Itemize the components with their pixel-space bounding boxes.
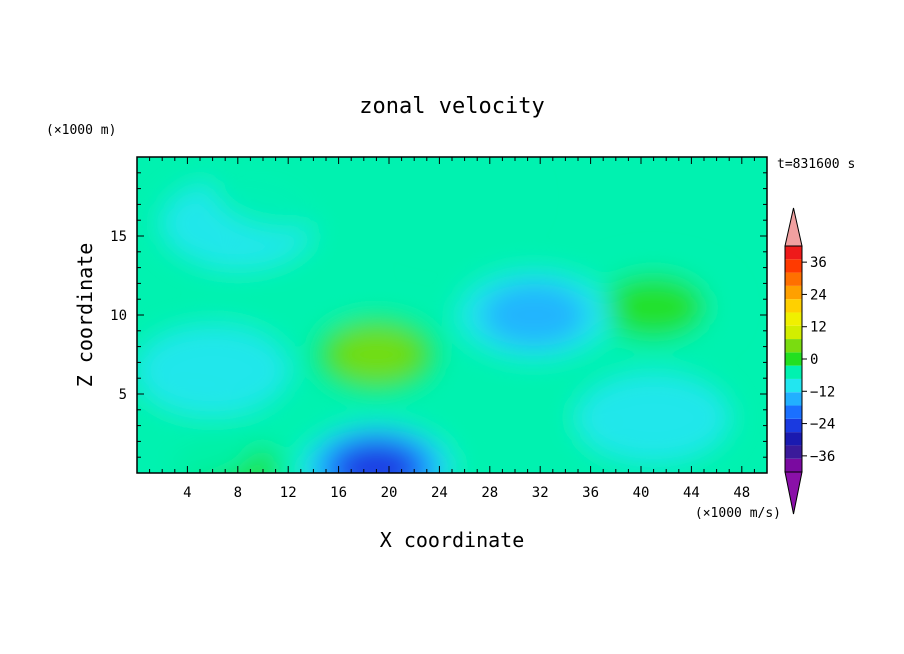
colorbar-tick-label: 12: [810, 320, 827, 336]
colorbar-under-arrow: [784, 471, 803, 515]
x-tick-label: 40: [633, 485, 650, 501]
x-tick-label: 44: [683, 485, 700, 501]
time-label: t=831600 s: [777, 157, 855, 172]
chart-title: zonal velocity: [359, 94, 544, 119]
y-unit-label: (×1000 m): [46, 123, 116, 138]
colorbar-tick-label: −36: [810, 449, 835, 465]
colorbar-swatch: [785, 272, 802, 286]
field-region: [137, 324, 291, 417]
colorbar-swatch: [785, 432, 802, 446]
x-axis: 4 8 12 16 20 24 28 32 36 40 44 48: [136, 157, 768, 501]
colorbar-swatch: [785, 392, 802, 406]
x-tick-label: 48: [733, 485, 750, 501]
y-tick-label: 15: [110, 229, 127, 245]
field-region: [481, 284, 586, 346]
colorbar-swatch: [785, 365, 802, 379]
x-tick-label: 24: [431, 485, 448, 501]
colorbar-swatch: [785, 339, 802, 353]
colorbar-tick-label: 24: [810, 287, 827, 303]
colorbar-tick-label: 36: [810, 255, 827, 271]
colorbar-swatch: [785, 285, 802, 300]
colorbar-swatch: [785, 259, 802, 273]
field-region: [333, 328, 420, 381]
field-region: [601, 276, 706, 339]
field-region: [210, 157, 367, 230]
field-region: [374, 157, 530, 243]
field-region: [575, 371, 732, 464]
x-tick-label: 20: [381, 485, 398, 501]
x-tick-label: 32: [532, 485, 549, 501]
x-tick-label: 16: [330, 485, 347, 501]
colorbar-swatch: [785, 299, 802, 313]
velocity-field: [137, 157, 767, 473]
field-region: [337, 444, 416, 473]
colorbar-tick-label: −12: [810, 384, 835, 400]
y-axis-label: Z coordinate: [73, 243, 97, 388]
x-tick-label: 12: [280, 485, 297, 501]
colorbar-swatch: [785, 418, 802, 433]
colorbar-swatch: [785, 246, 802, 260]
x-unit-label: (×1000 m/s): [695, 506, 781, 521]
x-tick-label: 8: [234, 485, 242, 501]
colorbar-swatch: [785, 325, 802, 340]
y-tick-label: 5: [119, 387, 127, 403]
x-tick-label: 28: [481, 485, 498, 501]
colorbar-swatch: [785, 352, 802, 366]
colorbar-over-arrow: [784, 207, 803, 247]
colorbar-swatch: [785, 458, 802, 472]
x-tick-label: 4: [183, 485, 191, 501]
colorbar-tick-label: −24: [810, 417, 835, 433]
y-tick-label: 10: [110, 308, 127, 324]
x-tick-label: 36: [582, 485, 599, 501]
colorbar-swatch: [785, 378, 802, 393]
colorbar: 36 24 12 0 −12 −24 −36: [784, 207, 835, 515]
colorbar-tick-label: 0: [810, 352, 818, 368]
field-region: [449, 392, 606, 473]
x-axis-label: X coordinate: [380, 528, 525, 552]
colorbar-swatch: [785, 445, 802, 459]
colorbar-swatch: [785, 405, 802, 419]
y-axis: 5 10 15: [110, 156, 767, 474]
colorbar-swatch: [785, 312, 802, 326]
